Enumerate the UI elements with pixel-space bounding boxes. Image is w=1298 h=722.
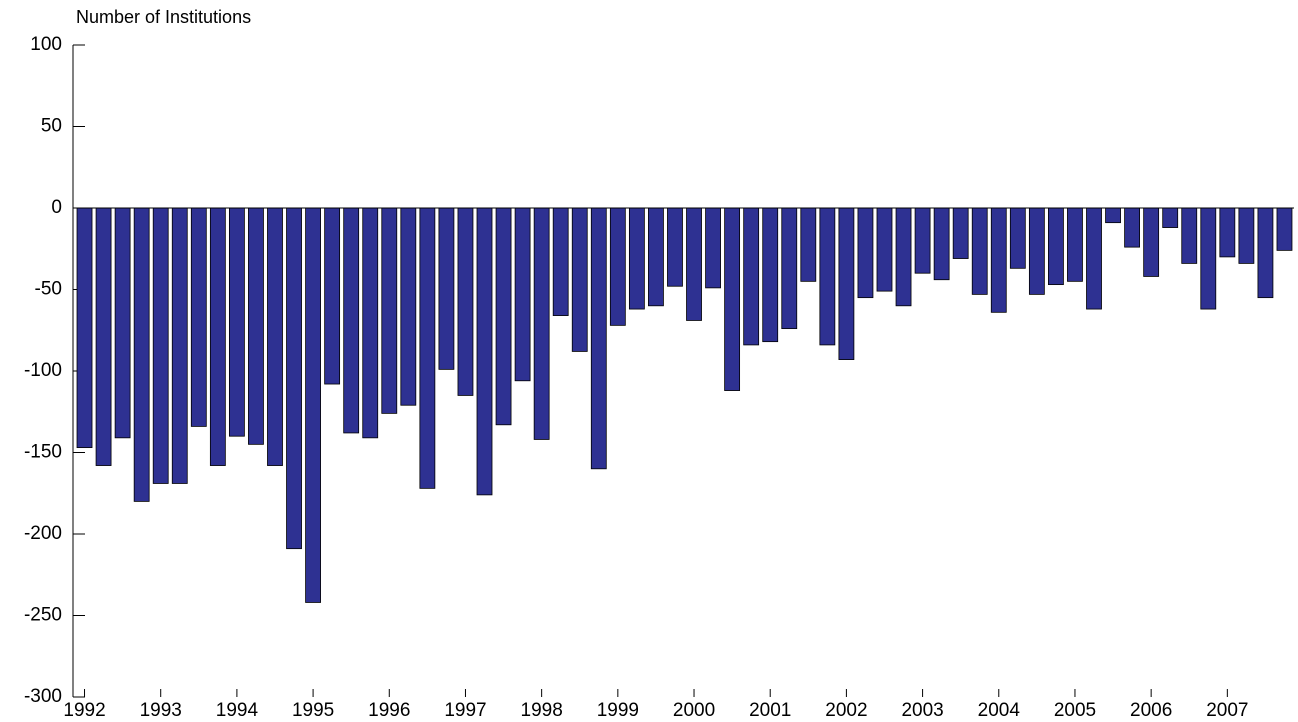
bar [133, 207, 150, 502]
bar [552, 207, 569, 316]
bar [1048, 207, 1064, 286]
x-tick-label: 1999 [597, 700, 639, 721]
bar [590, 207, 607, 470]
bar [1028, 207, 1045, 295]
y-tick-label: -250 [24, 605, 62, 626]
y-tick-label: -300 [24, 686, 62, 707]
bar [609, 207, 626, 326]
x-tick-label: 2005 [1054, 700, 1096, 721]
bar [933, 207, 950, 281]
bar [267, 207, 283, 466]
bar [495, 207, 512, 426]
bar [171, 207, 188, 484]
x-tick-label: 1997 [444, 700, 486, 721]
x-tick-label: 1996 [368, 700, 410, 721]
bar [400, 207, 417, 406]
bar [114, 207, 131, 439]
bar [1162, 207, 1179, 228]
y-tick-label: -200 [24, 523, 62, 544]
bar [648, 207, 664, 307]
bar [76, 207, 93, 449]
bar [1143, 207, 1160, 277]
y-tick-label: -100 [24, 360, 62, 381]
bar [533, 207, 550, 440]
bar [838, 207, 855, 360]
bar [343, 207, 360, 434]
bar [800, 207, 817, 282]
bar [1219, 207, 1236, 258]
bar [1181, 207, 1198, 264]
bar [876, 207, 893, 292]
bar [990, 207, 1007, 313]
bar [209, 207, 226, 466]
x-tick-label: 2001 [749, 700, 791, 721]
y-tick-label: -50 [35, 279, 62, 300]
bar [705, 207, 721, 289]
bar [686, 207, 702, 321]
bar [419, 207, 436, 489]
bar [457, 207, 474, 396]
bar [1276, 207, 1293, 251]
x-tick-label: 2006 [1130, 700, 1172, 721]
bar [819, 207, 836, 346]
bar [1200, 207, 1217, 310]
bar [1009, 207, 1026, 269]
bar [667, 207, 683, 287]
bar [324, 207, 341, 385]
x-tick-label: 1993 [140, 700, 182, 721]
bar [628, 207, 645, 310]
bar [724, 207, 741, 391]
x-tick-label: 2000 [673, 700, 715, 721]
x-tick-label: 1998 [521, 700, 563, 721]
bar [1067, 207, 1083, 282]
bar [1086, 207, 1102, 310]
bar [95, 207, 112, 466]
x-tick-label: 1992 [63, 700, 105, 721]
y-tick-label: 50 [41, 116, 62, 137]
x-tick-label: 2007 [1206, 700, 1248, 721]
x-tick-label: 2003 [901, 700, 943, 721]
y-tick-label: -150 [24, 442, 62, 463]
x-tick-label: 1995 [292, 700, 334, 721]
bar [781, 207, 798, 330]
bar [762, 207, 779, 343]
bar [1238, 207, 1255, 264]
bar [438, 207, 455, 370]
bar [952, 207, 969, 259]
bar [857, 207, 874, 299]
y-tick-label: 0 [51, 197, 62, 218]
bar [1124, 207, 1141, 248]
bar [971, 207, 988, 295]
bar [152, 207, 169, 484]
bar [1257, 207, 1274, 299]
bar [914, 207, 931, 274]
x-tick-label: 1994 [216, 700, 259, 721]
bar [305, 207, 321, 603]
x-tick-label: 2002 [825, 700, 867, 721]
x-tick-label: 2004 [978, 700, 1021, 721]
bar [514, 207, 531, 382]
bar [286, 207, 302, 550]
bar [190, 207, 207, 427]
bar [248, 207, 264, 445]
y-tick-label: 100 [30, 34, 62, 55]
bar [571, 207, 588, 352]
chart-title: Number of Institutions [76, 7, 251, 27]
bar [476, 207, 493, 496]
bar [381, 207, 398, 414]
bar [362, 207, 379, 439]
bar [1105, 207, 1121, 224]
bar [228, 207, 245, 437]
bar [743, 207, 760, 346]
bar [895, 207, 912, 307]
